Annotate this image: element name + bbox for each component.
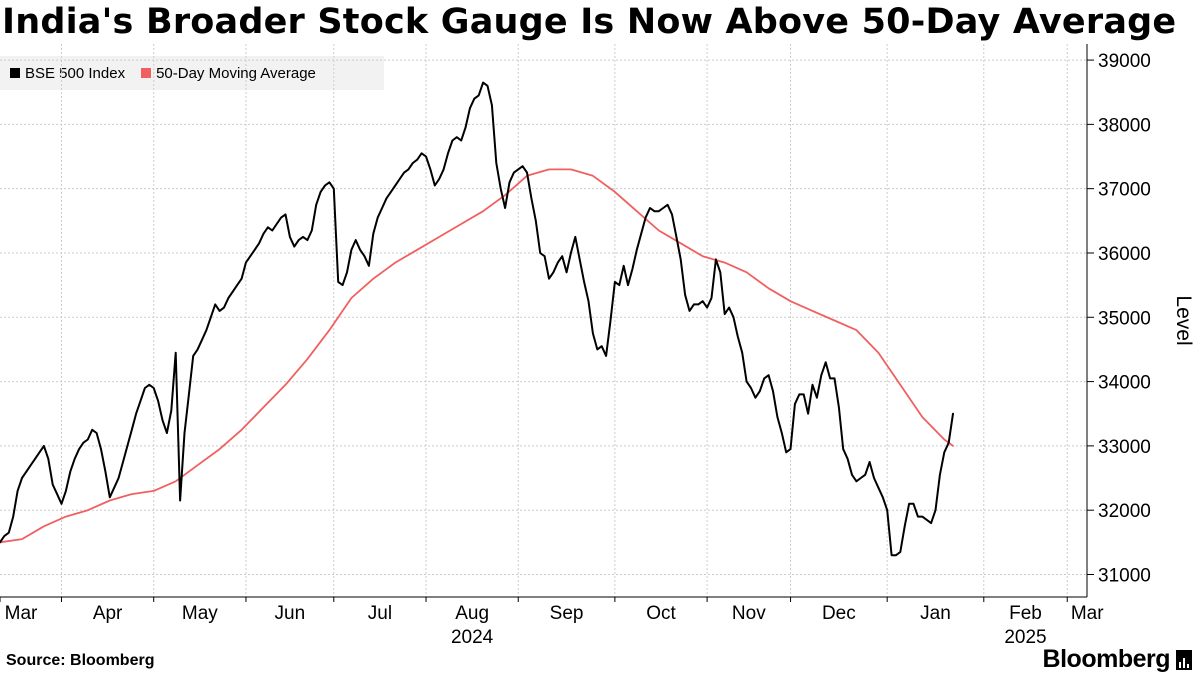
bloomberg-mark-icon [1176, 649, 1192, 670]
x-tick-label: Jan [920, 603, 951, 624]
chart-title: India's Broader Stock Gauge Is Now Above… [2, 2, 1177, 42]
y-tick-label: 35000 [1098, 308, 1151, 329]
x-tick-label: Aug [455, 603, 489, 624]
legend-label-index: BSE 500 Index [25, 64, 126, 82]
y-tick-label: 34000 [1098, 373, 1151, 394]
legend-label-moving-average: 50-Day Moving Average [156, 64, 316, 82]
y-tick-label: 32000 [1098, 501, 1151, 522]
legend: BSE 500 Index 50-Day Moving Average [0, 56, 384, 90]
bloomberg-logo: Bloomberg [1043, 645, 1192, 674]
x-tick-label: May [182, 603, 218, 624]
y-tick-label: 33000 [1098, 437, 1151, 458]
x-tick-label: Nov [732, 603, 766, 624]
x-tick-label: Jul [368, 603, 392, 624]
x-tick-label: Apr [93, 603, 123, 624]
brand-name: Bloomberg [1042, 645, 1171, 673]
y-axis-title: Level [1172, 295, 1195, 345]
x-tick-label: Dec [822, 603, 856, 624]
legend-swatch-moving-average [141, 68, 152, 78]
legend-item-moving-average: 50-Day Moving Average [141, 65, 316, 82]
x-tick-label: Feb [1009, 603, 1042, 624]
x-tick-label: Mar [5, 603, 38, 624]
legend-swatch-index [10, 68, 20, 78]
series-line-bse-500-index [0, 81, 954, 557]
y-tick-label: 36000 [1098, 244, 1151, 265]
x-tick-label: Mar [1071, 603, 1104, 624]
x-tick-label: Sep [550, 603, 584, 624]
x-tick-label: Jun [275, 603, 306, 624]
x-tick-label: Oct [646, 603, 676, 624]
x-year-label: 2025 [1004, 627, 1046, 648]
series-line-50-day-moving-average [0, 168, 954, 544]
y-tick-label: 37000 [1098, 180, 1151, 201]
y-tick-label: 39000 [1098, 51, 1151, 72]
x-year-label: 2024 [451, 627, 494, 648]
legend-item-index: BSE 500 Index [10, 65, 125, 82]
y-tick-label: 38000 [1098, 115, 1151, 136]
source-note: Source: Bloomberg [6, 652, 155, 669]
y-tick-label: 31000 [1098, 565, 1151, 586]
